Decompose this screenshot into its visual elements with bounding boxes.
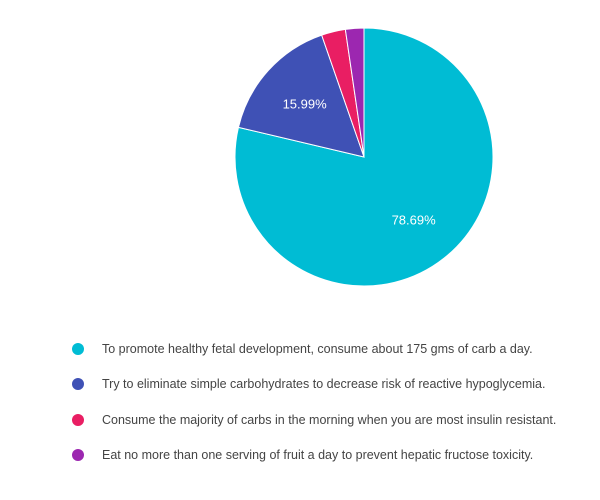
pie-chart: 78.69% 15.99% (234, 27, 494, 287)
legend-label: Try to eliminate simple carbohydrates to… (102, 377, 546, 392)
legend-marker-icon (72, 378, 84, 391)
pie-slice[interactable] (234, 27, 494, 287)
pie-slice[interactable] (237, 34, 365, 158)
legend-item[interactable]: Consume the majority of carbs in the mor… (70, 402, 556, 438)
legend-label: Consume the majority of carbs in the mor… (102, 412, 557, 427)
legend-marker-icon (72, 342, 84, 355)
slice-data-label: 78.69% (392, 213, 437, 228)
legend-marker-icon (72, 413, 84, 426)
legend-label: To promote healthy fetal development, co… (102, 341, 533, 356)
legend-item[interactable]: To promote healthy fetal development, co… (70, 331, 556, 367)
chart-legend: To promote healthy fetal development, co… (70, 331, 556, 473)
legend-marker-icon (72, 449, 84, 462)
slice-data-label: 15.99% (283, 96, 328, 111)
legend-item[interactable]: Eat no more than one serving of fruit a … (70, 438, 556, 474)
pie-slice[interactable] (344, 27, 365, 158)
legend-item[interactable]: Try to eliminate simple carbohydrates to… (70, 367, 556, 403)
legend-label: Eat no more than one serving of fruit a … (102, 448, 534, 463)
